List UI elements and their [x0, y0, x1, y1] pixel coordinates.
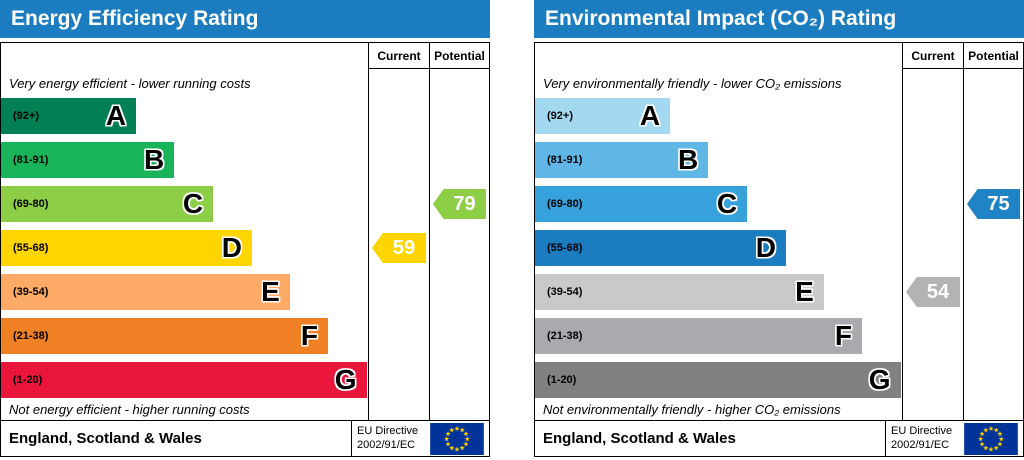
band-range: (21-38) — [13, 330, 49, 342]
potential-rating-value: 75 — [987, 192, 1010, 215]
environmental-impact-panel: Environmental Impact (CO₂) Rating Very e… — [534, 0, 1024, 457]
band-g: (1-20) G — [535, 362, 901, 398]
band-d: (55-68) D — [535, 230, 787, 266]
band-range: (55-68) — [13, 242, 49, 254]
header-spacer — [1, 43, 368, 69]
band-a: (92+) A — [535, 98, 671, 134]
potential-column: Potential 75 — [963, 43, 1023, 420]
top-note: Very environmentally friendly - lower CO… — [543, 76, 842, 91]
band-range: (69-80) — [13, 198, 49, 210]
rating-bands: (92+) A (81-91) B (69-80) C (55-68) D — [1, 98, 368, 398]
energy-efficiency-panel: Energy Efficiency Rating Very energy eff… — [0, 0, 490, 457]
top-note: Very energy efficient - lower running co… — [9, 76, 251, 91]
band-f: (21-38) F — [1, 318, 328, 354]
band-range: (21-38) — [547, 330, 583, 342]
potential-column-header: Potential — [964, 43, 1023, 69]
potential-column-header: Potential — [430, 43, 489, 69]
rating-bands: (92+) A (81-91) B (69-80) C (55-68) D — [535, 98, 902, 398]
current-rating-value: 59 — [392, 236, 416, 259]
bottom-note: Not environmentally friendly - higher CO… — [543, 401, 841, 417]
co2-rating-chart: Very environmentally friendly - lower CO… — [534, 42, 1024, 421]
current-column-header: Current — [369, 43, 429, 69]
potential-rating-value: 79 — [453, 192, 476, 215]
bands-column: Very energy efficient - lower running co… — [1, 43, 368, 420]
band-letter: E — [261, 276, 280, 307]
co2-panel-title: Environmental Impact (CO₂) Rating — [534, 0, 1024, 38]
band-c: (69-80) C — [535, 186, 748, 222]
current-column: Current 54 — [902, 43, 963, 420]
current-rating-value: 54 — [926, 280, 950, 303]
current-column: Current 59 — [368, 43, 429, 420]
band-g: (1-20) G — [1, 362, 367, 398]
region-label: England, Scotland & Wales — [543, 430, 736, 447]
band-letter: G — [868, 364, 891, 395]
eu-directive-text: EU Directive 2002/91/EC — [357, 425, 418, 453]
eu-directive-line1: EU Directive — [891, 424, 953, 437]
eu-flag-icon — [430, 422, 484, 455]
band-f: (21-38) F — [535, 318, 862, 354]
band-letter: A — [639, 100, 661, 131]
band-a: (92+) A — [1, 98, 137, 134]
band-letter: F — [834, 320, 852, 351]
band-c: (69-80) C — [1, 186, 214, 222]
region-label: England, Scotland & Wales — [9, 430, 202, 447]
band-range: (39-54) — [13, 286, 49, 298]
band-range: (39-54) — [547, 286, 583, 298]
potential-rating-pointer: 75 — [967, 189, 1020, 219]
band-range: (55-68) — [547, 242, 583, 254]
energy-panel-title: Energy Efficiency Rating — [0, 0, 490, 38]
eu-directive-text: EU Directive 2002/91/EC — [891, 425, 952, 453]
band-letter: A — [105, 100, 127, 131]
potential-column: Potential 79 — [429, 43, 489, 420]
header-spacer — [535, 43, 902, 69]
eu-directive-line1: EU Directive — [357, 424, 419, 437]
band-range: (81-91) — [547, 154, 583, 166]
band-e: (39-54) E — [1, 274, 290, 310]
band-b: (81-91) B — [1, 142, 175, 178]
eu-flag-icon — [964, 422, 1018, 455]
band-letter: E — [795, 276, 814, 307]
band-range: (69-80) — [547, 198, 583, 210]
band-letter: C — [182, 188, 204, 219]
bottom-note: Not energy efficient - higher running co… — [9, 401, 250, 417]
band-range: (92+) — [547, 110, 573, 122]
band-range: (1-20) — [13, 374, 43, 386]
band-letter: B — [143, 144, 165, 175]
band-letter: D — [221, 232, 243, 263]
band-letter: G — [334, 364, 357, 395]
current-rating-pointer: 59 — [372, 233, 426, 263]
bands-column: Very environmentally friendly - lower CO… — [535, 43, 902, 420]
band-e: (39-54) E — [535, 274, 824, 310]
eu-directive-line2: 2002/91/EC — [357, 438, 416, 451]
eu-directive-cell: EU Directive 2002/91/EC — [885, 421, 1023, 456]
band-letter: D — [755, 232, 777, 263]
current-column-header: Current — [903, 43, 963, 69]
current-rating-pointer: 54 — [906, 277, 960, 307]
band-range: (92+) — [13, 110, 39, 122]
band-range: (81-91) — [13, 154, 49, 166]
band-letter: B — [677, 144, 699, 175]
band-letter: F — [300, 320, 318, 351]
chart-footer: England, Scotland & Wales EU Directive 2… — [0, 421, 490, 457]
energy-rating-chart: Very energy efficient - lower running co… — [0, 42, 490, 421]
band-range: (1-20) — [547, 374, 577, 386]
band-letter: C — [716, 188, 738, 219]
eu-directive-line2: 2002/91/EC — [891, 438, 950, 451]
band-b: (81-91) B — [535, 142, 709, 178]
chart-footer: England, Scotland & Wales EU Directive 2… — [534, 421, 1024, 457]
band-d: (55-68) D — [1, 230, 253, 266]
panel-title-text: Energy Efficiency Rating — [11, 7, 259, 30]
potential-rating-pointer: 79 — [433, 189, 486, 219]
panel-title-text: Environmental Impact (CO₂) Rating — [545, 7, 897, 30]
eu-directive-cell: EU Directive 2002/91/EC — [351, 421, 489, 456]
